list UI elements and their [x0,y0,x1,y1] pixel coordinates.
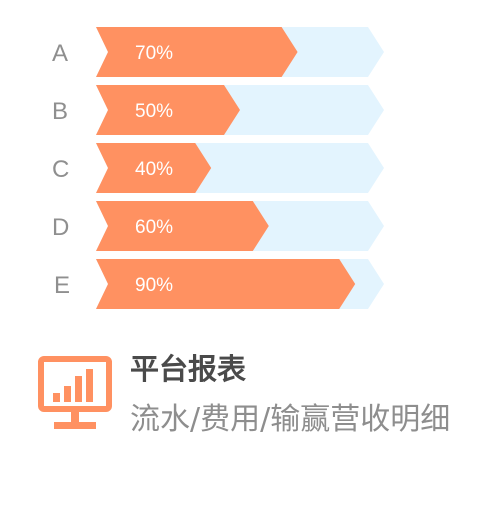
category-label: A [52,40,68,67]
category-label: C [52,156,69,183]
value-label: 60% [135,217,173,238]
bar [96,259,356,309]
percentage-bar-chart: A 70% B 50% C 40% D 60% E 90% [52,27,384,309]
category-label: B [52,98,68,125]
category-label: E [54,272,70,299]
bar [96,85,240,135]
card-title: 平台报表 [130,352,247,386]
value-label: 90% [135,275,173,296]
category-label: D [52,214,69,241]
value-label: 70% [135,43,173,64]
card-description: 流水/费用/输赢营收明细 [130,402,451,437]
bar [96,143,212,193]
monitor-chart-icon [38,356,112,429]
value-label: 40% [135,159,173,180]
platform-report-card[interactable]: 平台报表 流水/费用/输赢营收明细 [38,347,478,507]
value-label: 50% [135,101,173,122]
bar [96,27,298,77]
bar [96,201,269,251]
